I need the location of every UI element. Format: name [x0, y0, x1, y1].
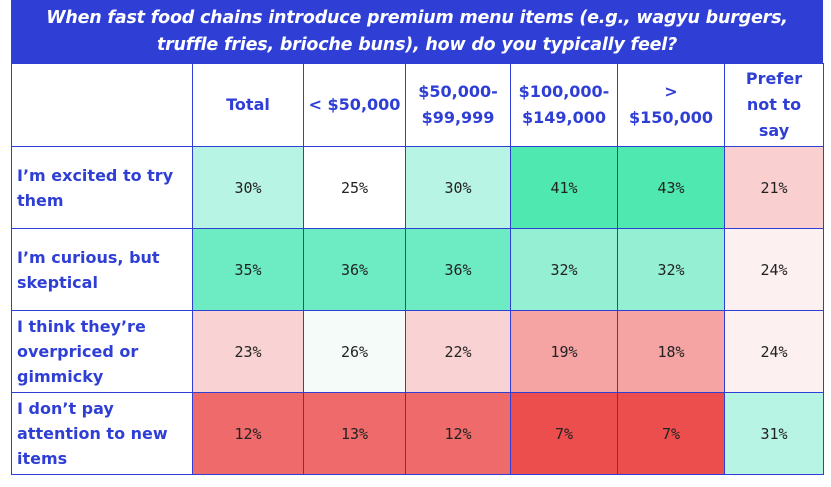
- value-cell: 43%: [617, 146, 725, 229]
- row-label-line: I’m curious, but: [17, 247, 160, 267]
- column-header-line: $100,000-: [518, 82, 610, 101]
- value-cell: 32%: [617, 228, 725, 311]
- row-label-line: skeptical: [17, 272, 98, 292]
- value-cell: 13%: [303, 392, 406, 475]
- results-table: Total < $50,000 $50,000- $99,999 $100,00…: [11, 63, 824, 475]
- value-cell: 30%: [192, 146, 304, 229]
- value-cell: 22%: [405, 310, 511, 393]
- value-cell: 18%: [617, 310, 725, 393]
- row-label-excited: I’m excited to try them: [11, 146, 193, 229]
- chart-title-line: truffle fries, brioche buns), how do you…: [156, 35, 678, 55]
- table-row: I don’t pay attention to new items 12% 1…: [11, 392, 824, 475]
- column-header-line: $50,000-: [418, 82, 498, 101]
- table-row: I’m curious, but skeptical 35% 36% 36% 3…: [11, 228, 824, 311]
- row-label-dont-pay-attention: I don’t pay attention to new items: [11, 392, 193, 475]
- value-cell: 23%: [192, 310, 304, 393]
- chart-title-line: When fast food chains introduce premium …: [46, 8, 788, 28]
- column-header-line: say: [758, 121, 790, 140]
- column-header-100k-149k: $100,000- $149,000: [510, 63, 618, 147]
- row-label-line: items: [17, 449, 68, 468]
- value-cell: 24%: [724, 310, 824, 393]
- row-label-line: I don’t pay: [17, 399, 114, 418]
- column-header-line: $149,000: [521, 108, 606, 127]
- row-label-curious: I’m curious, but skeptical: [11, 228, 193, 311]
- value-cell: 35%: [192, 228, 304, 311]
- column-header-over-150k: > $150,000: [617, 63, 725, 147]
- column-header-line: $99,999: [421, 108, 495, 127]
- row-label-line: I’m excited to try: [17, 165, 174, 185]
- value-cell: 36%: [405, 228, 511, 311]
- value-cell: 26%: [303, 310, 406, 393]
- column-header-line: not to: [746, 95, 802, 114]
- column-header-line: Total: [226, 95, 270, 114]
- row-label-line: overpriced or: [17, 342, 139, 361]
- row-label-line: I think they’re: [17, 317, 146, 336]
- survey-table-figure: When fast food chains introduce premium …: [11, 0, 824, 475]
- row-label-line: gimmicky: [17, 367, 104, 386]
- column-header-line: Prefer: [745, 69, 803, 88]
- value-cell: 32%: [510, 228, 618, 311]
- value-cell: 36%: [303, 228, 406, 311]
- header-row: Total < $50,000 $50,000- $99,999 $100,00…: [11, 63, 824, 147]
- value-cell: 12%: [405, 392, 511, 475]
- value-cell: 24%: [724, 228, 824, 311]
- value-cell: 31%: [724, 392, 824, 475]
- table-row: I think they’re overpriced or gimmicky 2…: [11, 310, 824, 393]
- value-cell: 30%: [405, 146, 511, 229]
- value-cell: 41%: [510, 146, 618, 229]
- column-header-line: < $50,000: [308, 95, 401, 114]
- column-header-total: Total: [192, 63, 304, 147]
- row-label-line: attention to new: [17, 424, 168, 443]
- chart-title: When fast food chains introduce premium …: [11, 0, 823, 63]
- value-cell: 21%: [724, 146, 824, 229]
- column-header-line: $150,000: [628, 108, 713, 127]
- column-header-50k-99k: $50,000- $99,999: [405, 63, 511, 147]
- value-cell: 12%: [192, 392, 304, 475]
- value-cell: 7%: [510, 392, 618, 475]
- row-label-line: them: [17, 190, 64, 210]
- row-label-overpriced: I think they’re overpriced or gimmicky: [11, 310, 193, 393]
- value-cell: 19%: [510, 310, 618, 393]
- value-cell: 25%: [303, 146, 406, 229]
- column-header-prefer-not-to-say: Prefer not to say: [724, 63, 824, 147]
- corner-header-cell: [11, 63, 193, 147]
- table-row: I’m excited to try them 30% 25% 30% 41% …: [11, 146, 824, 229]
- column-header-under-50k: < $50,000: [303, 63, 406, 147]
- value-cell: 7%: [617, 392, 725, 475]
- column-header-line: >: [664, 82, 678, 101]
